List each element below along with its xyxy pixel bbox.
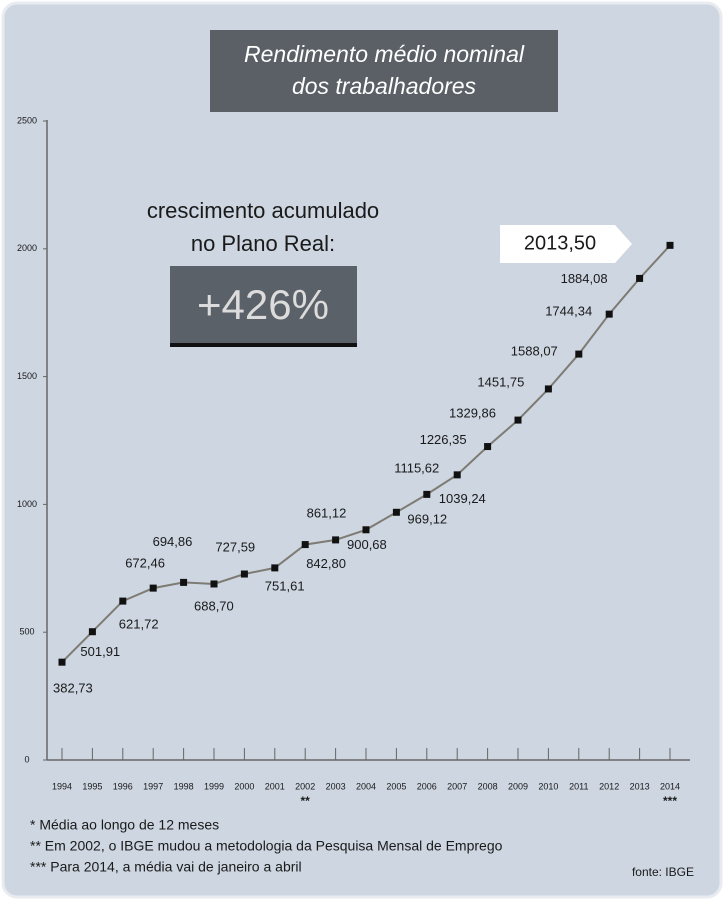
x-tick-label: 2012: [599, 781, 619, 791]
value-label: 1226,35: [420, 432, 467, 447]
callout-text: no Plano Real:: [191, 231, 335, 256]
x-tick-label: 2003: [326, 781, 346, 791]
value-label: 621,72: [119, 617, 159, 632]
x-tick-label: 2008: [478, 781, 498, 791]
marker: [423, 490, 431, 498]
x-tick-note: **: [301, 794, 311, 808]
x-tick-label: 1996: [113, 781, 133, 791]
value-label: 900,68: [347, 537, 387, 552]
footnote: *** Para 2014, a média vai de janeiro a …: [30, 859, 302, 875]
last-value-callout: [500, 225, 632, 263]
value-label: 501,91: [80, 644, 120, 659]
marker: [301, 541, 309, 549]
x-tick-label: 1997: [143, 781, 163, 791]
value-label: 751,61: [265, 578, 305, 593]
marker: [180, 578, 188, 586]
value-label: 694,86: [153, 534, 193, 549]
marker: [484, 443, 492, 451]
value-label: 1039,24: [439, 491, 486, 506]
y-tick-label: 1000: [17, 499, 37, 509]
marker: [636, 274, 644, 282]
value-label: 861,12: [307, 505, 347, 520]
x-tick-label: 2006: [417, 781, 437, 791]
marker: [58, 658, 66, 666]
title-box: [210, 30, 558, 112]
value-label: 1588,07: [511, 344, 558, 359]
x-tick-label: 2010: [538, 781, 558, 791]
marker: [605, 310, 613, 318]
marker: [362, 526, 370, 534]
value-label: 842,80: [306, 556, 346, 571]
value-label: 1451,75: [477, 374, 524, 389]
highlight-box: [170, 266, 357, 344]
value-label: 1329,86: [449, 406, 496, 421]
chart-title: dos trabalhadores: [292, 73, 477, 99]
marker: [271, 564, 279, 572]
value-label: 969,12: [407, 512, 447, 527]
y-tick-label: 2000: [17, 243, 37, 253]
x-tick-label: 2014: [660, 781, 680, 791]
source: fonte: IBGE: [632, 865, 694, 879]
x-tick-label: 2009: [508, 781, 528, 791]
value-label: 382,73: [53, 681, 93, 696]
y-tick-label: 2500: [17, 115, 37, 125]
footnote: * Média ao longo de 12 meses: [30, 817, 219, 833]
value-label: 1884,08: [561, 271, 608, 286]
highlight-value: +426%: [197, 281, 329, 328]
marker: [544, 385, 552, 393]
x-tick-label: 2000: [234, 781, 254, 791]
y-tick-label: 1500: [17, 371, 37, 381]
x-tick-label: 1994: [52, 781, 72, 791]
x-tick-label: 2004: [356, 781, 376, 791]
marker: [666, 241, 674, 249]
value-label: 2013,50: [524, 232, 596, 254]
x-tick-label: 1998: [174, 781, 194, 791]
x-tick-label: 2002: [295, 781, 315, 791]
x-tick-label: 2001: [265, 781, 285, 791]
x-tick-label: 2007: [447, 781, 467, 791]
marker: [88, 628, 96, 636]
callout-text: crescimento acumulado: [147, 198, 379, 223]
value-label: 1744,34: [545, 304, 592, 319]
marker: [240, 570, 248, 578]
x-tick-label: 1999: [204, 781, 224, 791]
marker: [149, 584, 157, 592]
x-tick-note: ***: [663, 794, 677, 808]
marker: [514, 416, 522, 424]
value-label: 672,46: [125, 556, 165, 571]
marker: [210, 580, 218, 588]
marker: [332, 536, 340, 544]
footnote: ** Em 2002, o IBGE mudou a metodologia d…: [30, 838, 503, 854]
value-label: 727,59: [215, 539, 255, 554]
y-tick-label: 500: [19, 627, 34, 637]
x-tick-label: 2013: [630, 781, 650, 791]
y-tick-label: 0: [24, 754, 29, 764]
marker: [453, 471, 461, 479]
x-tick-label: 2011: [569, 781, 588, 791]
value-label: 688,70: [194, 598, 234, 613]
marker: [119, 597, 127, 605]
marker: [575, 350, 583, 358]
x-tick-label: 1995: [82, 781, 102, 791]
marker: [392, 508, 400, 516]
chart-title: Rendimento médio nominal: [244, 41, 525, 67]
x-tick-label: 2005: [386, 781, 406, 791]
value-label: 1115,62: [394, 460, 439, 475]
